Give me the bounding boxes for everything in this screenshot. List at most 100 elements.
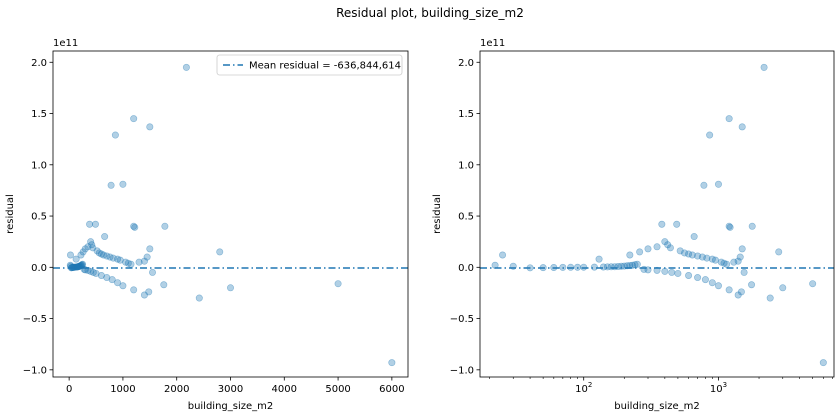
left-scatter-point	[78, 261, 86, 269]
right-scatter-point	[738, 245, 746, 253]
right-scatter-point	[775, 248, 783, 256]
right-panel: 102 103 −1.0 −0.5 0.0 0.5 1.0 1.5 2.0 1e11 buildin…	[432, 38, 835, 412]
right-scatter-point	[711, 256, 719, 264]
left-scatter-point	[87, 238, 95, 246]
right-scatter-point	[626, 251, 634, 259]
right-scatter-point	[730, 258, 738, 266]
right-scatter-point	[599, 263, 607, 271]
right-scatter-point	[676, 247, 684, 255]
left-scatter-point	[111, 131, 119, 139]
right-scatter-point	[661, 238, 669, 246]
right-scatter-point	[717, 258, 725, 266]
right-scatter-point	[779, 284, 787, 292]
right-scatter-point	[701, 276, 709, 284]
left-scatter-point	[106, 253, 114, 261]
right-scatter-point	[706, 131, 714, 139]
left-scatter-point	[108, 276, 116, 284]
left-scatter-point	[95, 249, 103, 257]
right-scatter-point	[819, 359, 827, 367]
right-x-axis-label: building_size_m2	[614, 401, 700, 412]
right-y-tick-label: −0.5	[450, 314, 474, 325]
right-scatter-point	[499, 251, 507, 259]
right-scatter-point	[714, 282, 722, 290]
right-scatter-point	[580, 263, 588, 271]
left-x-tick-label: 4000	[272, 384, 297, 395]
left-scatter-point	[88, 241, 96, 249]
left-scatter-point	[388, 359, 396, 367]
left-x-tick-label: 1000	[110, 384, 135, 395]
left-scatter-point	[103, 252, 111, 260]
left-scatter-point	[77, 261, 85, 269]
left-y-tick-label: 1.5	[31, 109, 47, 120]
left-scatter-point	[135, 258, 143, 266]
right-scatter-point	[673, 220, 681, 228]
left-scatter-point	[131, 223, 139, 231]
right-scatter-point	[736, 253, 744, 261]
left-scatter-point	[114, 279, 122, 287]
left-x-tick-label: 3000	[218, 384, 243, 395]
right-scatter-point	[590, 263, 598, 271]
right-y-tick-label: 1.5	[458, 109, 474, 120]
left-scatter-point	[161, 222, 169, 230]
left-y-tick-label: 0.0	[31, 263, 47, 274]
right-scatter-point	[714, 180, 722, 188]
left-panel: 0 1000 2000 3000 4000 5000 6000 −1.0 −0.5 0.0 0.5 1…	[5, 38, 409, 412]
right-scatter-point	[708, 279, 716, 287]
left-scatter-point	[195, 294, 203, 302]
right-scatter-point	[666, 244, 674, 252]
right-scatter-point	[809, 280, 817, 288]
right-scatter-point	[766, 294, 774, 302]
right-axes-frame	[479, 50, 835, 378]
left-scatter-point	[227, 284, 235, 292]
left-scatter-point	[160, 281, 168, 289]
right-scatter-point	[748, 222, 756, 230]
right-scatter-point	[595, 255, 603, 263]
left-x-axis-label: building_size_m2	[188, 401, 274, 412]
left-scatter-point	[74, 263, 82, 271]
right-scatter-point	[725, 222, 733, 230]
left-scatter-point	[103, 274, 111, 282]
left-x-tick-label: 5000	[325, 384, 350, 395]
right-scatter-point	[708, 255, 716, 263]
right-scatter-point	[668, 268, 676, 276]
right-x-tick-label: 102	[575, 381, 592, 395]
right-scatter-point	[734, 291, 742, 299]
left-scatter-point	[109, 254, 117, 262]
left-scatter-point	[77, 251, 85, 259]
left-x-tick-label: 2000	[164, 384, 189, 395]
right-scatter-point	[658, 220, 666, 228]
right-scatter-point	[644, 245, 652, 253]
left-scatter-point	[140, 291, 148, 299]
right-y-offset-label: 1e11	[480, 38, 505, 49]
left-scatter-point	[146, 245, 154, 253]
right-scatter-point	[685, 272, 693, 280]
left-scatter-point	[84, 266, 92, 274]
left-y-tick-label: −1.0	[23, 365, 47, 376]
right-scatter-point	[703, 254, 711, 262]
right-scatter-point	[720, 259, 728, 267]
left-scatter-point	[84, 243, 92, 251]
left-legend-entry: Mean residual = -636,844,614	[249, 61, 401, 72]
left-scatter-point	[74, 263, 82, 271]
right-scatter-point	[631, 261, 639, 269]
figure-title: Residual plot, building_size_m2	[336, 6, 524, 20]
right-scatter-point	[723, 260, 731, 268]
right-scatter-point	[685, 250, 693, 258]
right-scatter-point	[760, 63, 768, 71]
left-y-tick-label: 2.0	[31, 58, 47, 69]
right-y-tick-label: −1.0	[450, 365, 474, 376]
right-scatter-point	[674, 269, 682, 277]
right-scatter-point	[738, 123, 746, 131]
left-scatter-point	[140, 257, 148, 265]
left-scatter-point	[116, 256, 124, 264]
right-scatter-point	[640, 265, 648, 273]
right-scatter-point	[694, 274, 702, 282]
left-scatter-point	[89, 244, 97, 252]
left-y-offset-label: 1e11	[53, 38, 78, 49]
right-y-tick-label: 0.0	[458, 263, 474, 274]
left-scatter-point	[75, 262, 83, 270]
left-scatter-point	[146, 123, 154, 131]
left-scatter-point	[130, 115, 138, 123]
right-scatter-point	[725, 286, 733, 294]
left-scatter-point	[143, 253, 151, 261]
